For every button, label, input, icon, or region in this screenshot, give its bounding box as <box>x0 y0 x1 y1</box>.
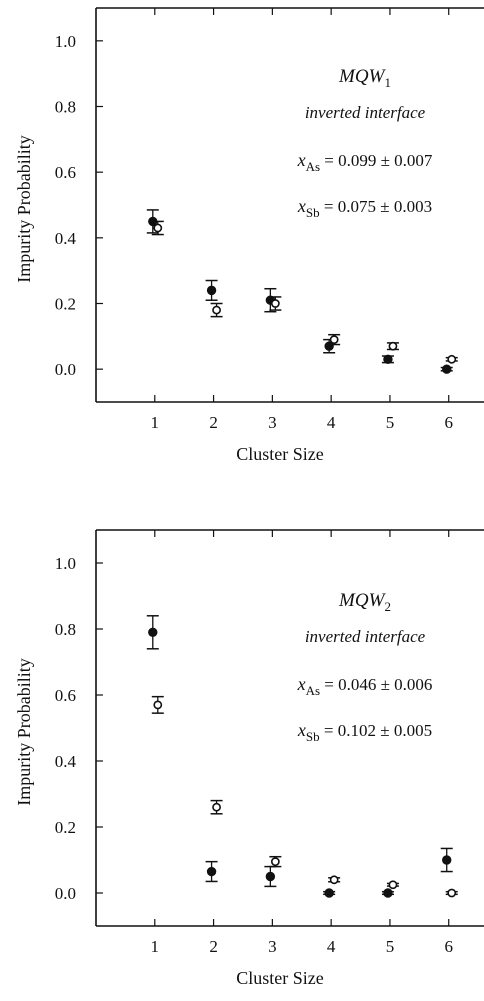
panel-1-series-2-point <box>447 354 457 364</box>
panel-1-x-tick-label: 6 <box>444 413 453 432</box>
panel-2-annotation-name: MQW2 <box>338 590 391 614</box>
panel-2-y-tick-label: 1.0 <box>55 554 76 573</box>
panel-2-series-2-point <box>329 875 339 885</box>
panel-2-series-2-point <box>447 888 457 898</box>
panel-2-y-tick-label: 0.6 <box>55 686 76 705</box>
panel-2-series-2-point <box>212 802 221 812</box>
panel-1-series-2-point <box>388 341 398 351</box>
panel-2-series-1-point <box>324 888 334 898</box>
panel-1-y-tick-label: 0.4 <box>55 229 77 248</box>
panel-1-y-tick-label: 0.2 <box>55 295 76 314</box>
panel-2-series-1-point <box>206 866 217 877</box>
panel-2-series-1-point <box>383 888 393 898</box>
panel-2-x-tick-label: 1 <box>151 937 160 956</box>
panel-1-series-1-point <box>383 354 393 365</box>
panel-2-series-1-point <box>148 627 158 637</box>
panel-2-x-tick-label: 4 <box>327 937 336 956</box>
panel-2-series-2-point <box>270 857 280 867</box>
panel-2-y-tick-label: 0.4 <box>55 752 77 771</box>
panel-1-y-tick-label: 0.6 <box>55 163 76 182</box>
panel-2-y-axis-label: Impurity Probability <box>14 658 34 806</box>
panel-2-annotation-line1: xAs = 0.046 ± 0.006 <box>297 674 433 698</box>
panel-2-y-tick-label: 0.2 <box>55 818 76 837</box>
panel-2-chart: 0.0 0.2 0.4 0.6 0.8 1.0 1 2 3 4 5 6 Cluster Size Impu… <box>14 529 484 988</box>
panel-1-annotation-line2: xSb = 0.075 ± 0.003 <box>297 196 432 220</box>
panel-1-series-1-point <box>206 285 217 296</box>
panel-1-series-1-point <box>442 364 452 374</box>
panel-1-y-tick-label: 0.0 <box>55 360 76 379</box>
panel-1-series-2-point <box>329 335 339 345</box>
panel-2-x-tick-label: 2 <box>209 937 218 956</box>
panel-2-x-tick-label: 5 <box>386 937 395 956</box>
panel-1-annotation-name: MQW1 <box>338 66 391 90</box>
panel-2-series-2-point <box>388 880 398 890</box>
panel-1-x-tick-label: 4 <box>327 413 336 432</box>
panel-2-series-1-point <box>442 855 452 865</box>
panel-1-annotation-line1: xAs = 0.099 ± 0.007 <box>297 150 433 174</box>
panel-2-x-tick-label: 6 <box>444 937 453 956</box>
panel-2-series-2-point <box>153 700 163 710</box>
panel-2-annotation-line2: xSb = 0.102 ± 0.005 <box>297 720 432 744</box>
panel-1-x-tick-label: 3 <box>268 413 277 432</box>
panel-1-series-2-point <box>212 305 221 315</box>
panel-1-x-tick-label: 1 <box>151 413 160 432</box>
panel-1-y-tick-label: 0.8 <box>55 98 76 117</box>
panel-1-chart: 0.0 0.2 0.4 0.6 0.8 1.0 1 2 3 4 5 6 Cluster Size Impu… <box>14 7 484 464</box>
panel-1-x-axis-label: Cluster Size <box>236 444 324 464</box>
panel-2-y-tick-label: 0.0 <box>55 884 76 903</box>
panel-1-series-2-point <box>153 223 163 233</box>
panel-2-x-axis-label: Cluster Size <box>236 968 324 988</box>
panel-2-y-tick-label: 0.8 <box>55 620 76 639</box>
panel-1-series-2-point <box>270 299 280 308</box>
panel-1-y-axis-label: Impurity Probability <box>14 135 34 283</box>
panel-1-x-tick-label: 2 <box>209 413 218 432</box>
panel-1-x-tick-label: 5 <box>386 413 395 432</box>
panel-2-x-tick-label: 3 <box>268 937 277 956</box>
panel-2-annotation-subtitle: inverted interface <box>305 627 426 646</box>
panel-1-y-tick-label: 1.0 <box>55 32 76 51</box>
panel-2-series-1-point <box>265 871 276 882</box>
panel-1-annotation-subtitle: inverted interface <box>305 103 426 122</box>
